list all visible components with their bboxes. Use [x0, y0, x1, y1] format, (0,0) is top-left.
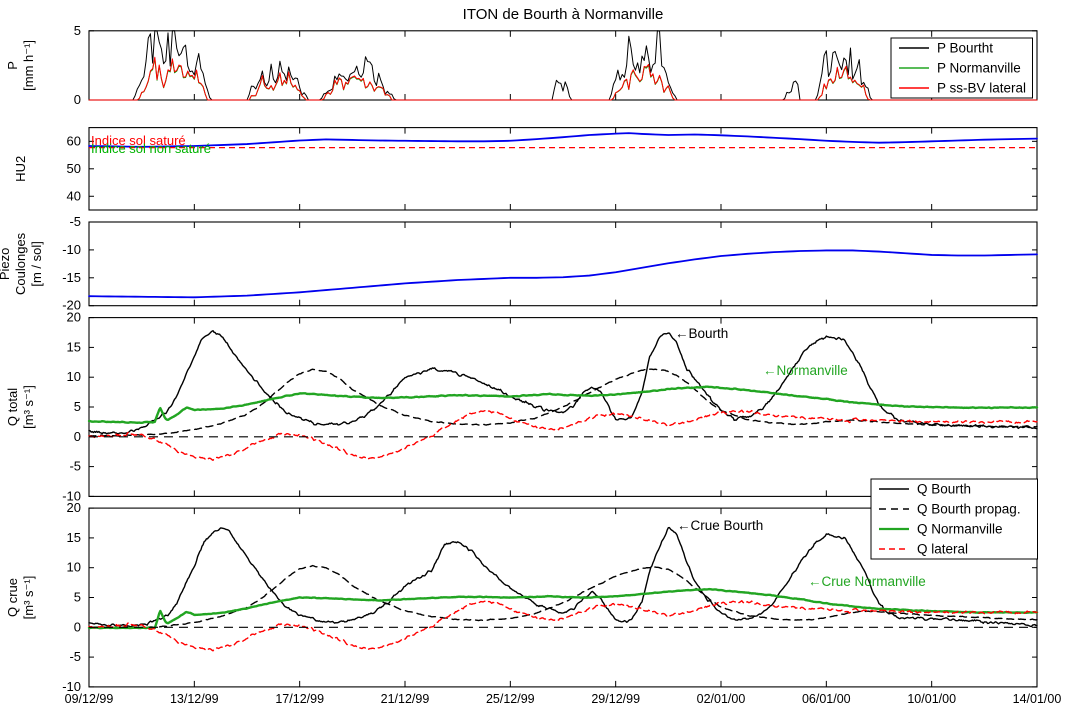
svg-text:Q Bourth propag.: Q Bourth propag.	[917, 502, 1021, 517]
svg-text:HU2: HU2	[13, 156, 28, 182]
svg-text:-15: -15	[62, 270, 81, 285]
svg-text:-10: -10	[62, 242, 81, 257]
svg-text:-5: -5	[69, 649, 81, 664]
svg-text:0: 0	[74, 429, 81, 444]
svg-text:29/12/99: 29/12/99	[591, 692, 640, 706]
svg-text:15: 15	[67, 339, 81, 354]
svg-text:P Bourtht: P Bourtht	[937, 41, 993, 56]
svg-text:Q Normanville: Q Normanville	[917, 522, 1003, 537]
svg-text:13/12/99: 13/12/99	[170, 692, 219, 706]
svg-text:17/12/99: 17/12/99	[275, 692, 324, 706]
svg-text:0: 0	[74, 92, 81, 107]
svg-text:Indice sol non saturé: Indice sol non saturé	[91, 141, 211, 156]
svg-text:14/01/00: 14/01/00	[1013, 692, 1062, 706]
svg-text:5: 5	[74, 590, 81, 605]
svg-text:ITON de Bourth à Normanville: ITON de Bourth à Normanville	[463, 6, 664, 23]
svg-text:[m / sol]: [m / sol]	[29, 241, 44, 287]
svg-text:Q lateral: Q lateral	[917, 542, 968, 557]
svg-text:25/12/99: 25/12/99	[486, 692, 535, 706]
svg-text:Q crue: Q crue	[5, 578, 20, 617]
svg-text:5: 5	[74, 399, 81, 414]
svg-text:-5: -5	[69, 214, 81, 229]
svg-text:40: 40	[67, 188, 81, 203]
svg-text:P ss-BV lateral: P ss-BV lateral	[937, 81, 1026, 96]
svg-text:10: 10	[67, 369, 81, 384]
svg-text:Coulonges: Coulonges	[13, 232, 28, 295]
svg-text:[m³ s⁻¹]: [m³ s⁻¹]	[21, 385, 36, 429]
svg-text:[mm h⁻¹]: [mm h⁻¹]	[21, 40, 36, 91]
svg-text:20: 20	[67, 310, 81, 325]
svg-text:P Normanville: P Normanville	[937, 61, 1021, 76]
svg-text:[m³ s⁻¹]: [m³ s⁻¹]	[21, 576, 36, 620]
svg-text:06/01/00: 06/01/00	[802, 692, 851, 706]
svg-text:Piezo: Piezo	[0, 248, 12, 281]
svg-text:5: 5	[74, 23, 81, 38]
svg-text:10/01/00: 10/01/00	[907, 692, 956, 706]
svg-text:Q total: Q total	[5, 388, 20, 426]
svg-text:09/12/99: 09/12/99	[65, 692, 114, 706]
svg-text:20: 20	[67, 500, 81, 515]
svg-text:-5: -5	[69, 459, 81, 474]
svg-text:P: P	[5, 61, 20, 70]
svg-text:21/12/99: 21/12/99	[381, 692, 430, 706]
svg-text:60: 60	[67, 133, 81, 148]
svg-text:←Crue Bourth: ←Crue Bourth	[677, 518, 763, 533]
svg-text:50: 50	[67, 161, 81, 176]
svg-text:←Bourth: ←Bourth	[675, 326, 728, 341]
svg-text:←Normanville: ←Normanville	[763, 363, 848, 378]
svg-text:02/01/00: 02/01/00	[697, 692, 746, 706]
svg-text:15: 15	[67, 530, 81, 545]
svg-text:10: 10	[67, 560, 81, 575]
svg-text:Q Bourth: Q Bourth	[917, 482, 971, 497]
svg-text:←Crue Normanville: ←Crue Normanville	[808, 574, 926, 589]
svg-text:0: 0	[74, 619, 81, 634]
